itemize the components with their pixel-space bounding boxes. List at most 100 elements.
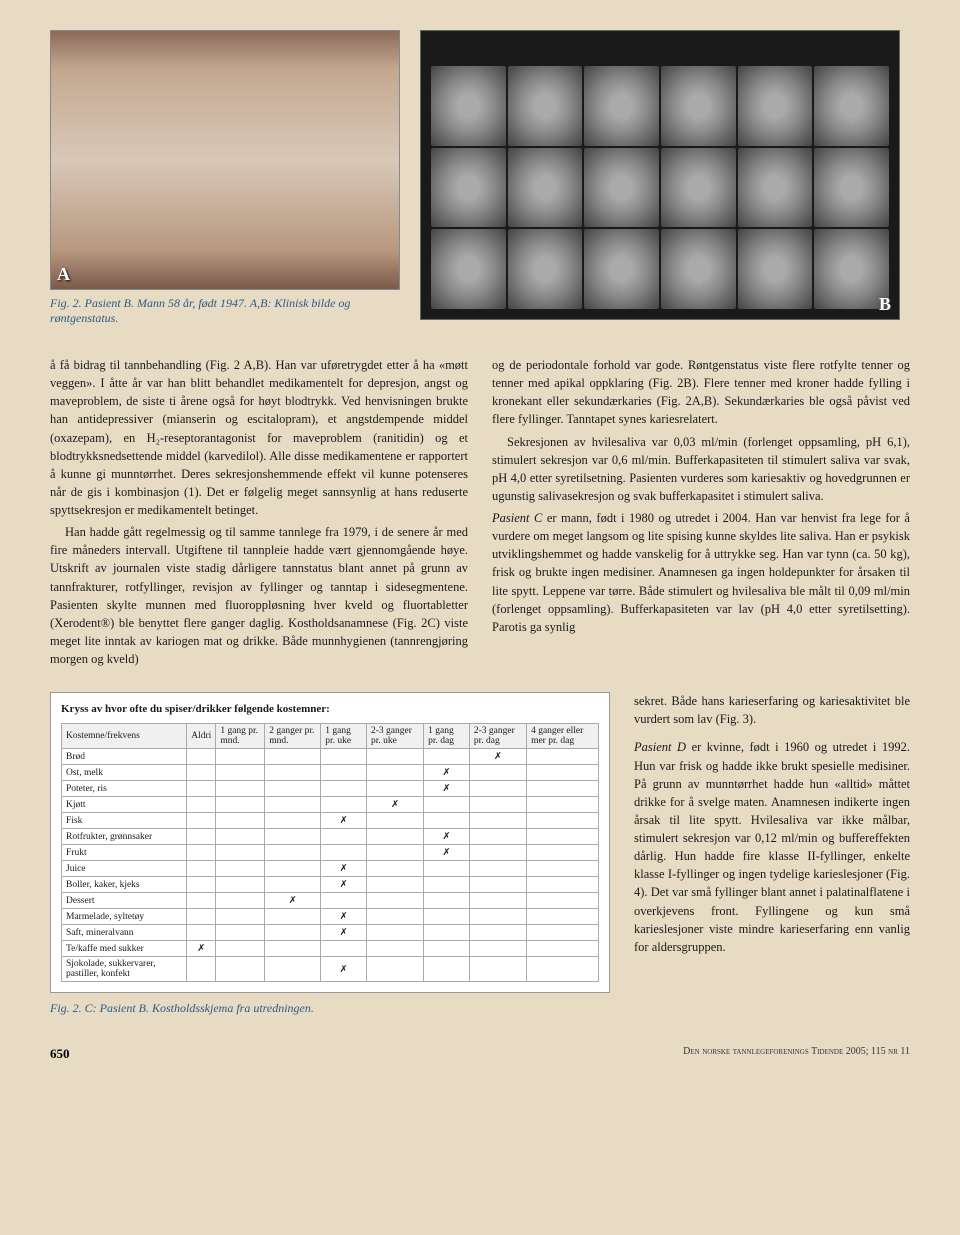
journal-ref: Den norske tannlegeforenings Tidende 200… xyxy=(683,1046,910,1062)
freq-cell xyxy=(424,749,470,765)
freq-cell xyxy=(366,925,423,941)
freq-cell xyxy=(216,909,265,925)
freq-cell: ✗ xyxy=(321,813,367,829)
freq-cell xyxy=(469,925,526,941)
freq-cell xyxy=(265,845,321,861)
freq-cell xyxy=(321,765,367,781)
freq-cell xyxy=(216,829,265,845)
table-header: 2 ganger pr. mnd. xyxy=(265,724,321,749)
table-header: Kostemne/frekvens xyxy=(62,724,187,749)
table-header: 4 ganger eller mer pr. dag xyxy=(527,724,599,749)
row-label: Kjøtt xyxy=(62,797,187,813)
freq-cell xyxy=(187,957,216,982)
freq-cell xyxy=(366,781,423,797)
table-row: Rotfrukter, grønnsaker✗ xyxy=(62,829,599,845)
freq-cell xyxy=(424,813,470,829)
l-p1: å få bidrag til tannbehandling (Fig. 2 A… xyxy=(50,358,271,372)
freq-cell xyxy=(469,941,526,957)
diet-frequency-table: Kostemne/frekvensAldri1 gang pr. mnd.2 g… xyxy=(61,723,599,982)
freq-cell xyxy=(424,877,470,893)
freq-cell xyxy=(527,909,599,925)
freq-cell xyxy=(321,749,367,765)
freq-cell xyxy=(366,861,423,877)
freq-cell xyxy=(527,829,599,845)
freq-cell xyxy=(265,957,321,982)
freq-cell xyxy=(265,877,321,893)
table-header: Aldri xyxy=(187,724,216,749)
table-row: Marmelade, syltetøy✗ xyxy=(62,909,599,925)
freq-cell xyxy=(216,765,265,781)
freq-cell xyxy=(265,941,321,957)
freq-cell xyxy=(366,909,423,925)
freq-cell: ✗ xyxy=(366,797,423,813)
body-columns: å få bidrag til tannbehandling (Fig. 2 A… xyxy=(50,356,910,672)
freq-cell xyxy=(187,797,216,813)
freq-cell xyxy=(216,781,265,797)
table-row: Saft, mineralvann✗ xyxy=(62,925,599,941)
right-column: og de periodontale forhold var gode. Røn… xyxy=(492,356,910,672)
freq-cell xyxy=(424,797,470,813)
freq-cell xyxy=(265,781,321,797)
freq-cell xyxy=(469,813,526,829)
freq-cell xyxy=(187,829,216,845)
table-header: 1 gang pr. mnd. xyxy=(216,724,265,749)
freq-cell xyxy=(216,845,265,861)
freq-cell xyxy=(265,909,321,925)
freq-cell: ✗ xyxy=(321,957,367,982)
table-row: Poteter, ris✗ xyxy=(62,781,599,797)
freq-cell xyxy=(216,861,265,877)
freq-cell xyxy=(265,797,321,813)
table-header: 1 gang pr. dag xyxy=(424,724,470,749)
row-label: Sjokolade, sukkervarer, pastiller, konfe… xyxy=(62,957,187,982)
row-label: Boller, kaker, kjeks xyxy=(62,877,187,893)
table-row: Te/kaffe med sukker✗ xyxy=(62,941,599,957)
freq-cell xyxy=(216,877,265,893)
freq-cell xyxy=(187,877,216,893)
freq-cell xyxy=(366,957,423,982)
clinical-photo-a: Fig. 2. Pasient B. Mann 58 år, født 1947… xyxy=(50,30,400,346)
freq-cell xyxy=(424,925,470,941)
table-caption: Fig. 2. C: Pasient B. Kostholdsskjema fr… xyxy=(50,1001,610,1016)
freq-cell xyxy=(187,781,216,797)
patient-d-label: Pasient D xyxy=(634,740,686,754)
freq-cell xyxy=(187,813,216,829)
freq-cell: ✗ xyxy=(321,861,367,877)
rb-p1: sekret. Både hans karieserfaring og kari… xyxy=(634,692,910,728)
freq-cell xyxy=(527,877,599,893)
table-block: Kryss av hvor ofte du spiser/drikker føl… xyxy=(50,692,610,1016)
freq-cell: ✗ xyxy=(321,877,367,893)
freq-cell: ✗ xyxy=(187,941,216,957)
freq-cell xyxy=(424,909,470,925)
freq-cell xyxy=(469,797,526,813)
freq-cell xyxy=(366,813,423,829)
freq-cell xyxy=(527,813,599,829)
freq-cell xyxy=(469,957,526,982)
freq-cell xyxy=(469,845,526,861)
freq-cell xyxy=(527,749,599,765)
freq-cell xyxy=(321,893,367,909)
row-label: Ost, melk xyxy=(62,765,187,781)
freq-cell xyxy=(265,765,321,781)
table-row: Kjøtt ✗ xyxy=(62,797,599,813)
freq-cell xyxy=(366,765,423,781)
freq-cell xyxy=(321,845,367,861)
freq-cell xyxy=(527,861,599,877)
xray-grid-b xyxy=(420,30,900,320)
freq-cell xyxy=(187,909,216,925)
diet-table: Kryss av hvor ofte du spiser/drikker føl… xyxy=(50,692,610,993)
image-a xyxy=(50,30,400,290)
row-label: Fisk xyxy=(62,813,187,829)
row-label: Rotfrukter, grønnsaker xyxy=(62,829,187,845)
table-header: 2-3 ganger pr. dag xyxy=(469,724,526,749)
table-row: Ost, melk✗ xyxy=(62,765,599,781)
freq-cell xyxy=(527,941,599,957)
freq-cell xyxy=(527,765,599,781)
freq-cell xyxy=(424,941,470,957)
r-p1: og de periodontale forhold var gode. Røn… xyxy=(492,356,910,429)
table-row: Dessert✗ xyxy=(62,893,599,909)
table-row: Brød✗ xyxy=(62,749,599,765)
rb-p2: er kvinne, født i 1960 og utredet i 1992… xyxy=(634,740,910,953)
freq-cell: ✗ xyxy=(424,845,470,861)
l-p3: Han hadde gått regelmessig og til samme … xyxy=(50,523,468,668)
freq-cell xyxy=(265,829,321,845)
